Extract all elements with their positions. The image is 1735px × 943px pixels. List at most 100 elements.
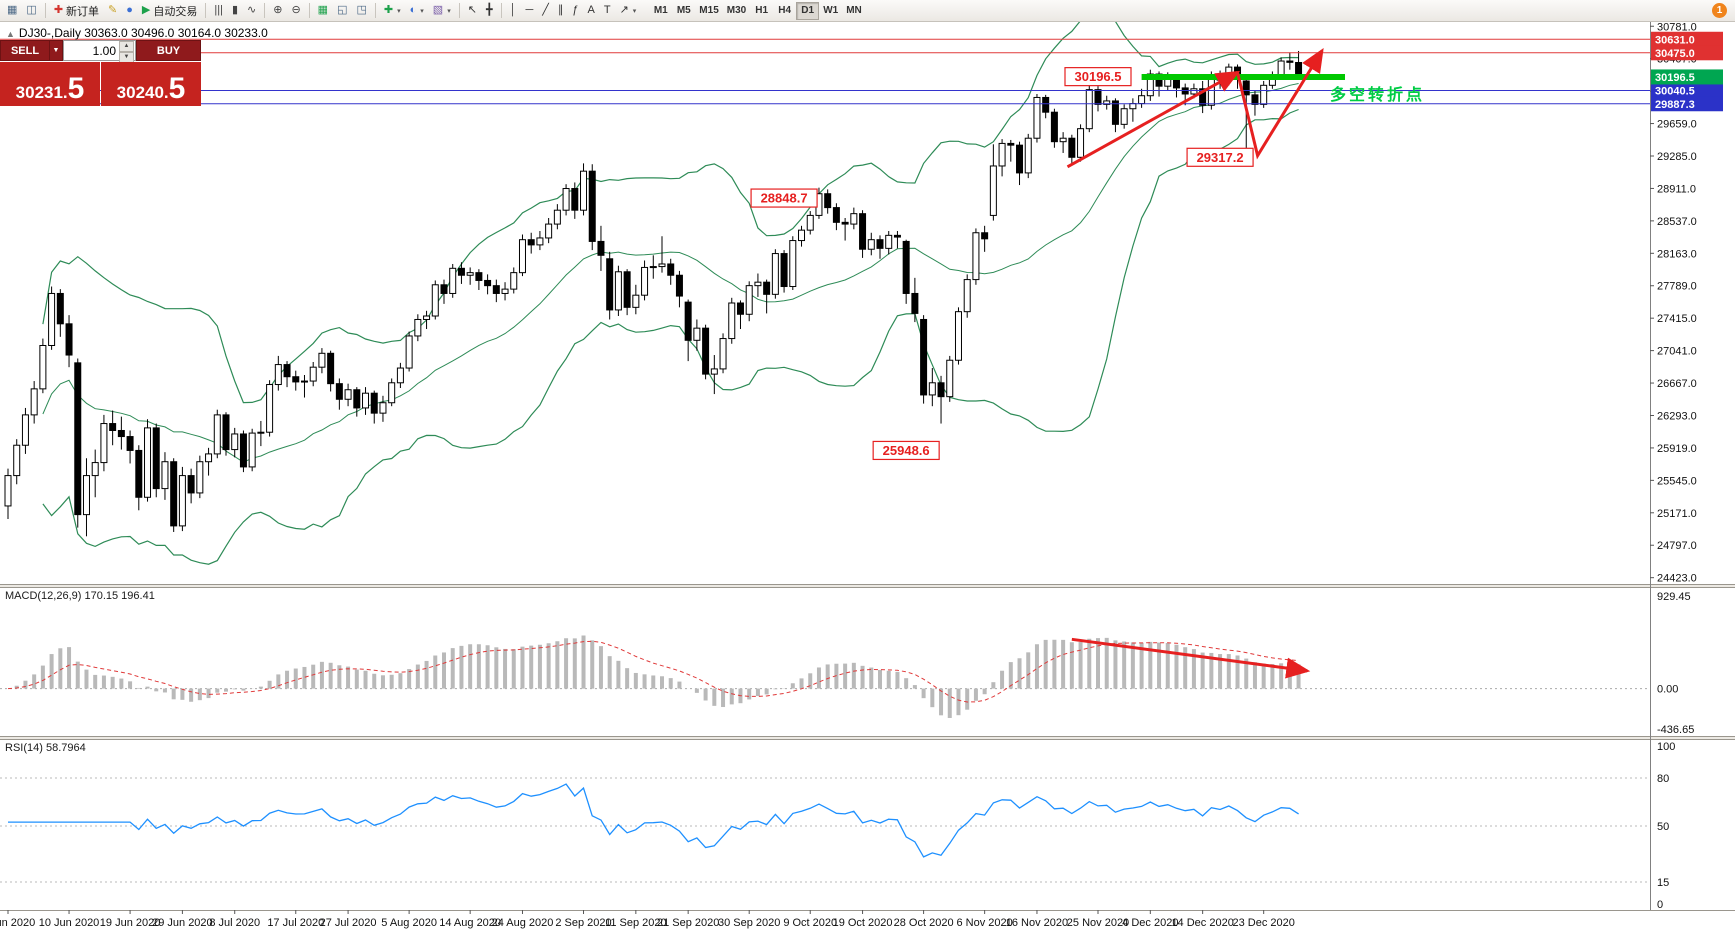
trendline-button[interactable]: ╱ xyxy=(538,1,553,20)
arrows-icon: ↗ xyxy=(619,4,629,16)
date-label: 28 Oct 2020 xyxy=(894,917,954,929)
chevron-down-icon[interactable]: ▾ xyxy=(447,7,451,15)
trend-arrow[interactable] xyxy=(1236,48,1324,160)
price-badge-label: 30040.5 xyxy=(1655,85,1695,97)
timeframe-m30-button[interactable]: M30 xyxy=(723,2,750,20)
note-annotation[interactable]: 多空转折点 xyxy=(1330,85,1425,104)
candle-body xyxy=(1059,137,1067,143)
new-chart-button[interactable]: ▦ xyxy=(3,1,21,20)
compiler-button[interactable]: ✎ xyxy=(104,1,121,20)
candle-body xyxy=(109,423,117,431)
candlestick-chart-button[interactable]: ▮ xyxy=(228,1,242,20)
candle-body xyxy=(56,292,64,325)
price-annotation-box[interactable] xyxy=(1186,147,1254,167)
sell-dropdown-icon[interactable]: ▼ xyxy=(50,40,63,61)
date-label: 25 Nov 2020 xyxy=(1067,917,1129,929)
candle-body xyxy=(693,327,701,341)
candle-body xyxy=(1277,60,1285,76)
bollinger-lower-band xyxy=(42,108,1299,565)
chevron-down-icon[interactable]: ▾ xyxy=(420,7,424,15)
toolbar-separator xyxy=(308,3,310,18)
date-label: 6 Nov 2020 xyxy=(957,917,1013,929)
price-tick-label: 26293.0 xyxy=(1657,410,1697,422)
price-tick-label: 27041.0 xyxy=(1657,346,1697,358)
zoom-out-button[interactable]: ⊖ xyxy=(287,1,304,20)
trend-arrow[interactable] xyxy=(1066,70,1241,169)
text-label-icon: T xyxy=(603,4,611,16)
price-annotation-box[interactable] xyxy=(1064,67,1132,87)
chevron-down-icon[interactable]: ▾ xyxy=(397,7,401,15)
sell-button[interactable]: SELL xyxy=(0,40,50,61)
timeframe-w1-button[interactable]: W1 xyxy=(819,2,842,20)
cursor-button[interactable]: ↖ xyxy=(464,1,481,20)
timeframe-mn-button[interactable]: MN xyxy=(842,2,866,20)
candle-body xyxy=(126,436,134,451)
chart-canvas[interactable]: 30781.030407.030033.029659.029285.028911… xyxy=(0,22,1735,943)
price-annotation-text: 29317.2 xyxy=(1197,150,1244,165)
buy-button[interactable]: BUY xyxy=(136,40,201,61)
candle-body xyxy=(754,281,762,287)
candle-body xyxy=(91,462,99,477)
candle-body xyxy=(501,288,509,294)
candle-body xyxy=(1042,96,1050,113)
horizontal-line-button[interactable]: ─ xyxy=(521,1,537,20)
data-window-button[interactable]: ◳ xyxy=(352,1,370,20)
candle-body xyxy=(1190,88,1198,95)
timeframe-h4-button[interactable]: H4 xyxy=(773,2,796,20)
candle-body xyxy=(518,239,526,274)
timeframe-m5-button[interactable]: M5 xyxy=(672,2,695,20)
toolbar-separator xyxy=(374,3,376,18)
price-tick-label: 29285.0 xyxy=(1657,151,1697,163)
buy-price-button[interactable]: 30240. 5 xyxy=(101,62,201,106)
text-label-button[interactable]: T xyxy=(600,1,615,20)
timeframe-m15-button[interactable]: M15 xyxy=(695,2,722,20)
candle-body xyxy=(1138,95,1146,105)
rsi-scale-label: 50 xyxy=(1657,821,1669,833)
one-click-collapse-icon[interactable]: ▲ xyxy=(6,29,15,39)
price-annotation-box[interactable] xyxy=(750,188,818,208)
panel-separator[interactable] xyxy=(0,584,1735,588)
periods-button[interactable]: ◐ ▾ xyxy=(406,1,428,20)
timeframe-h1-button[interactable]: H1 xyxy=(750,2,773,20)
price-tick-label: 25171.0 xyxy=(1657,508,1697,520)
notification-badge[interactable]: 1 xyxy=(1712,3,1727,18)
candle-body xyxy=(562,188,570,211)
chevron-down-icon[interactable]: ▾ xyxy=(632,7,637,15)
lot-input[interactable] xyxy=(64,41,119,60)
candle-body xyxy=(117,429,125,438)
community-button[interactable]: ● xyxy=(122,1,137,20)
price-annotation-box[interactable] xyxy=(872,440,940,461)
add-indicator-button[interactable]: ✚ ▾ xyxy=(380,1,405,20)
strategy-tester-button[interactable]: ▦ xyxy=(314,1,332,20)
bar-chart-button[interactable]: ||| xyxy=(210,1,227,20)
tile-windows-button[interactable]: ◱ xyxy=(333,1,351,20)
candle-body xyxy=(623,271,631,308)
candle-body xyxy=(614,271,622,311)
timeframe-d1-button[interactable]: D1 xyxy=(796,1,820,20)
price-annotation-text: 30196.5 xyxy=(1075,69,1122,84)
timeframe-m1-button[interactable]: M1 xyxy=(649,2,672,20)
zoom-in-button[interactable]: ⊕ xyxy=(269,1,286,20)
channel-button[interactable]: ∥ xyxy=(554,1,568,20)
arrows-button[interactable]: ↗ ▾ xyxy=(616,1,641,20)
text-button[interactable]: A xyxy=(583,1,598,20)
templates-button[interactable]: ▧ ▾ xyxy=(429,1,455,20)
date-label: 4 Dec 2020 xyxy=(1122,917,1178,929)
auto-trading-button[interactable]: ▶ 自动交易 xyxy=(138,1,201,20)
profiles-button[interactable]: ◫ xyxy=(22,1,40,20)
sell-price-button[interactable]: 30231. 5 xyxy=(0,62,100,106)
macd-trend-arrow[interactable] xyxy=(1071,637,1311,679)
lot-increment-button[interactable]: ▲ xyxy=(119,41,134,52)
fibonacci-button[interactable]: ƒ xyxy=(568,1,582,20)
crosshair-button[interactable]: ╋ xyxy=(482,1,497,20)
candle-body xyxy=(981,232,989,240)
candle-body xyxy=(1050,111,1058,143)
vertical-line-button[interactable]: │ xyxy=(506,1,521,20)
candle-body xyxy=(675,274,683,297)
candle-body xyxy=(684,301,692,341)
new-order-button[interactable]: ✚ 新订单 xyxy=(50,1,103,20)
panel-separator[interactable] xyxy=(0,736,1735,740)
line-chart-button[interactable]: ∿ xyxy=(243,1,260,20)
community-icon: ● xyxy=(126,4,133,16)
toolbar-separator xyxy=(44,3,46,18)
